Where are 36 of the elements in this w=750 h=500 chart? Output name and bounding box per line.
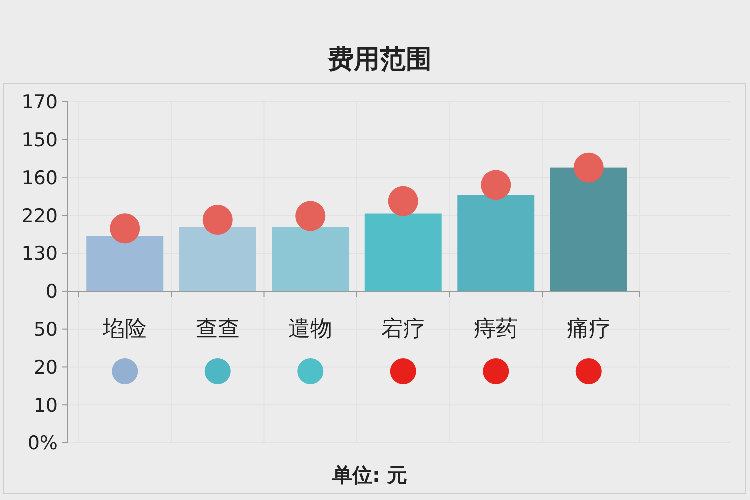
x-tick-label: 痔药	[474, 316, 518, 342]
text: 220	[22, 205, 58, 228]
bar	[550, 168, 628, 292]
point	[110, 214, 140, 244]
bar	[364, 214, 442, 292]
text: 10	[34, 394, 58, 417]
point	[574, 152, 604, 183]
text: 160	[22, 167, 58, 190]
point	[298, 358, 324, 384]
point	[112, 358, 138, 384]
point	[388, 186, 418, 216]
x-tick-label: 宕疗	[381, 316, 426, 342]
text: 50	[34, 318, 58, 341]
point	[483, 358, 510, 384]
point	[296, 201, 326, 232]
chart-title: 费用范围	[327, 45, 432, 75]
point	[204, 358, 231, 384]
point	[390, 358, 416, 384]
text: 20	[34, 356, 58, 379]
text: 150	[22, 130, 58, 152]
text: 0	[46, 281, 58, 304]
bar	[86, 236, 164, 292]
x-tick-label: 痛疗	[566, 316, 611, 342]
text: 130	[22, 243, 58, 266]
bar	[458, 195, 535, 292]
text: 0%	[28, 432, 58, 455]
point	[481, 170, 512, 200]
x-tick-label: 查查	[196, 316, 240, 342]
bar	[179, 227, 256, 292]
point	[576, 358, 602, 384]
text: 170	[22, 92, 58, 114]
bar	[272, 227, 350, 292]
point	[202, 205, 233, 235]
x-axis-title: 单位: 元	[332, 463, 408, 487]
x-tick-label: 遣物	[288, 316, 333, 342]
x-tick-label: 埳险	[102, 316, 148, 342]
